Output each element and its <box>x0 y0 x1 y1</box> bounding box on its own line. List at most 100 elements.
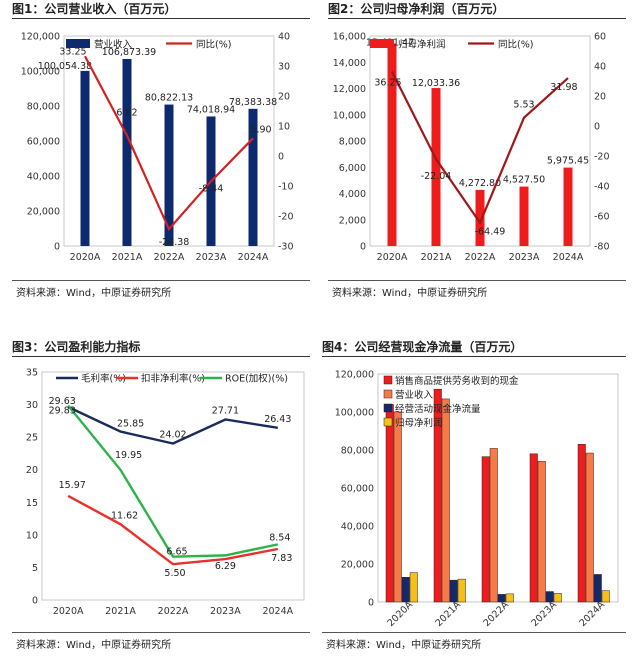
line-data-label: -64.49 <box>475 227 506 238</box>
title-rule <box>328 18 626 19</box>
x-tick-label: 2024A <box>553 252 584 263</box>
y-tick-label: 25 <box>26 433 38 444</box>
bar <box>577 444 586 603</box>
legend-swatch <box>383 417 393 427</box>
y-tick-label: 20 <box>26 465 38 476</box>
bar <box>519 186 529 246</box>
x-tick-label: 2024A <box>238 252 269 263</box>
bar <box>601 590 610 603</box>
x-tick-label: 2021A <box>421 252 452 263</box>
bar <box>529 453 538 603</box>
y-tick-label: 40,000 <box>27 172 60 183</box>
bar-data-label: 80,822.13 <box>145 93 193 104</box>
line-data-label: 19.95 <box>115 450 142 461</box>
y-tick-label: 0 <box>360 242 366 253</box>
y-tick-label: 5 <box>32 563 38 574</box>
source-rule <box>12 280 310 281</box>
bar-data-label: 5,975.45 <box>547 156 589 167</box>
bar-data-label: 4,272.80 <box>459 178 501 189</box>
x-tick-label: 2020A <box>53 606 84 617</box>
figure-1-chart: 0 20,000 40,000 60,000 80,000 100,000 120,000 -… <box>21 32 294 264</box>
bar-data-label: 100,054.38 <box>38 61 92 72</box>
y-tick-label: 0 <box>32 596 38 607</box>
bar <box>585 452 594 603</box>
y-tick-label: 8,000 <box>339 137 366 148</box>
line-data-label: 33.25 <box>59 46 86 57</box>
line-data-label: -8.44 <box>199 183 224 194</box>
bar-data-label: 12,033.36 <box>412 78 460 89</box>
y-tick-label: 20,000 <box>27 207 60 218</box>
y-tick-label: 15 <box>26 498 38 509</box>
x-tick-label: 2024A <box>577 599 607 629</box>
y2-tick-label: -40 <box>594 182 610 193</box>
x-tick-label: 2022A <box>481 599 511 629</box>
bar <box>393 411 402 603</box>
y-tick-label: 10 <box>26 530 38 541</box>
legend-bar-label: 归母净利润 <box>398 39 446 51</box>
title-rule <box>12 356 310 357</box>
y2-tick-label: 0 <box>278 152 284 163</box>
x-tick-label: 2020A <box>385 599 415 629</box>
line-data-label: 5.53 <box>513 100 534 111</box>
legend-label: ROE(加权)(%) <box>225 373 288 385</box>
y2-tick-label: -30 <box>278 242 294 253</box>
y-tick-label: 100,000 <box>335 408 374 419</box>
legend-swatch <box>383 375 393 385</box>
figure-3-source: 资料来源：Wind，中原证券研究所 <box>16 640 172 651</box>
bar <box>441 398 450 603</box>
legend-label: 销售商品提供劳务收到的现金 <box>395 375 519 387</box>
figure-4-source: 资料来源：Wind，中原证券研究所 <box>326 640 482 651</box>
plot-frame <box>41 371 305 601</box>
bar <box>457 578 466 603</box>
y2-tick-label: 20 <box>594 92 606 103</box>
bar <box>248 108 258 246</box>
bar-data-label: 78,383.38 <box>229 97 277 108</box>
x-tick-label: 2021A <box>105 606 136 617</box>
legend-label: 毛利率(%) <box>81 373 126 385</box>
line-data-label: 36.25 <box>374 78 401 89</box>
line-data-label: 5.50 <box>164 568 185 579</box>
y-tick-label: 30 <box>26 400 38 411</box>
bar <box>475 189 485 246</box>
legend-bar-label: 营业收入 <box>94 39 133 51</box>
line-data-label: 6.65 <box>166 547 187 558</box>
x-tick-label: 2023A <box>509 252 540 263</box>
line-data-label: 26.43 <box>264 414 291 425</box>
y2-tick-label: -10 <box>278 182 294 193</box>
y-tick-label: 80,000 <box>27 102 60 113</box>
x-tick-label: 2022A <box>465 252 496 263</box>
bar <box>481 456 490 603</box>
figure-2-panel: 图2：公司归母净利润（百万元） 0 2,000 4,000 6,000 8,000 10,… <box>328 0 628 312</box>
figure-2-chart: 0 2,000 4,000 6,000 8,000 10,000 12,000 14,000 1… <box>333 32 610 264</box>
legend-label: 扣非净利率(%) <box>141 373 205 385</box>
legend-bar-swatch <box>370 39 394 48</box>
y-tick-label: 0 <box>368 598 374 609</box>
line-data-label: -22.04 <box>421 171 452 182</box>
line-data-label: 25.85 <box>117 419 144 430</box>
y-tick-label: 35 <box>26 368 38 379</box>
series-line <box>67 494 279 566</box>
bar <box>553 593 562 603</box>
x-tick-label: 2023A <box>529 599 559 629</box>
bar-data-label: 4,527.50 <box>503 175 545 186</box>
line-data-label: 8.54 <box>269 532 290 543</box>
x-tick-label: 2023A <box>196 252 227 263</box>
figure-1-panel: 图1：公司营业收入（百万元） 0 20,000 40,000 60,000 80,000… <box>12 0 312 312</box>
bar <box>497 594 506 603</box>
line-data-label: 27.71 <box>212 405 239 416</box>
title-rule <box>322 356 626 357</box>
source-rule <box>322 632 626 633</box>
x-tick-label: 2022A <box>158 606 189 617</box>
line-data-label: 15.97 <box>59 480 86 491</box>
figure-1-title: 图1：公司营业收入（百万元） <box>12 2 177 16</box>
figure-3-title: 图3：公司盈利能力指标 <box>12 340 141 354</box>
line-data-label: 24.02 <box>159 430 186 441</box>
series-line <box>67 404 279 558</box>
x-tick-label: 2021A <box>112 252 143 263</box>
legend-label: 营业收入 <box>395 389 434 401</box>
figure-2-source: 资料来源：Wind，中原证券研究所 <box>332 288 488 299</box>
x-tick-label: 2024A <box>262 606 293 617</box>
x-tick-label: 2022A <box>154 252 185 263</box>
y2-tick-label: 30 <box>278 62 290 73</box>
line-data-label: 5.90 <box>250 124 271 135</box>
